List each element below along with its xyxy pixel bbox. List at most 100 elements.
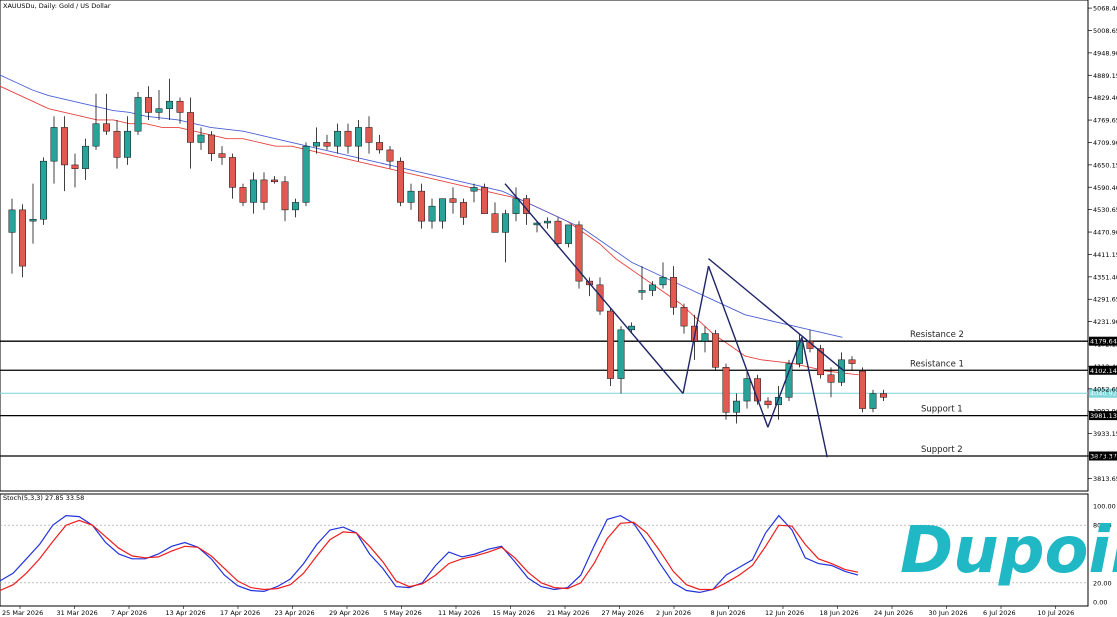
stochastic-oscillator: 100.00 80.00 20.00 0.00: [0, 503, 1116, 607]
candle: [470, 183, 478, 203]
level-label: Support 1: [921, 405, 963, 415]
candle: [176, 97, 184, 124]
candle: [617, 326, 625, 394]
time-tick-label: 23 Apr 2026: [275, 609, 315, 617]
candle: [334, 123, 341, 154]
candle: [428, 198, 436, 229]
level-label: Support 2: [921, 445, 963, 455]
trendline: [707, 265, 769, 428]
candle: [260, 172, 268, 210]
candle: [386, 146, 394, 169]
price-tick-label: 4889.15: [1093, 72, 1117, 80]
price-tick-label: 4530.65: [1093, 206, 1117, 214]
trendlines: [504, 183, 845, 458]
price-tick-label: 4351.40: [1093, 273, 1117, 281]
time-tick-label: 18 Jun 2026: [820, 609, 859, 617]
time-tick-label: 25 Mar 2026: [2, 609, 43, 617]
level-price-tag-text: 4179.64: [1090, 338, 1117, 346]
candle: [271, 176, 278, 184]
price-tick-label: 4052.65: [1093, 385, 1117, 393]
candle: [134, 91, 142, 135]
candle: [817, 344, 824, 379]
indicator-title: Stoch(5,3,3) 27.85 33.58: [3, 494, 84, 502]
price-tick-label: 4590.40: [1093, 184, 1117, 192]
time-tick-label: 11 May 2026: [438, 609, 480, 617]
candle: [19, 204, 26, 278]
time-tick-label: 24 Jun 2026: [874, 609, 913, 617]
candle: [344, 123, 352, 154]
candle: [481, 183, 488, 214]
candle: [124, 116, 131, 165]
price-tick-label: 4411.15: [1093, 251, 1117, 259]
candle: [239, 183, 247, 207]
level-label: Resistance 2: [910, 330, 964, 340]
candle: [449, 187, 457, 214]
candle: [848, 356, 856, 372]
time-tick-label: 10 Jul 2026: [1038, 609, 1075, 617]
stoch-tick-label: 100.00: [1093, 503, 1116, 511]
candle: [365, 116, 373, 154]
candle: [145, 86, 152, 120]
time-tick-label: 27 May 2026: [602, 609, 644, 617]
candle: [649, 281, 656, 297]
time-tick-label: 8 Jun 2026: [711, 609, 746, 617]
price-tick-label: 4172.15: [1093, 341, 1117, 349]
candle: [71, 153, 79, 188]
candle: [250, 172, 257, 214]
level-price-tag: [1089, 336, 1117, 346]
candle: [701, 326, 709, 353]
time-tick-label: 17 Apr 2026: [220, 609, 260, 617]
time-tick-label: 6 Jul 2026: [983, 609, 1016, 617]
candle: [397, 157, 404, 207]
candle: [407, 183, 415, 210]
current-price-tag: [1089, 388, 1117, 398]
time-tick-label: 13 Apr 2026: [166, 609, 206, 617]
candle: [229, 153, 236, 199]
candle: [8, 198, 16, 274]
time-tick-label: 7 Apr 2026: [111, 609, 147, 617]
support-resistance-levels: Resistance 2 4179.64 Resistance 1 4102.14 Su…: [0, 330, 1117, 461]
stoch-tick-label: 80.00: [1093, 522, 1112, 530]
stoch-main-line: [0, 514, 859, 594]
candle: [638, 266, 646, 300]
price-tick-label: 4769.65: [1093, 117, 1117, 125]
candle: [722, 363, 730, 420]
candle: [439, 198, 446, 229]
price-tick-label: 4470.90: [1093, 229, 1117, 237]
price-tick-label: 3992.90: [1093, 408, 1117, 416]
candle: [376, 134, 383, 154]
candle: [166, 78, 173, 120]
time-tick-label: 2 Jun 2026: [656, 609, 691, 617]
time-tick-label: 29 Apr 2026: [329, 609, 369, 617]
time-tick-label: 31 Mar 2026: [57, 609, 98, 617]
candle: [313, 127, 320, 154]
candle: [29, 183, 37, 244]
candle: [218, 146, 226, 165]
candle: [607, 307, 614, 387]
candle: [491, 202, 499, 233]
candle: [460, 198, 467, 225]
indicator-panel: [0, 493, 1089, 607]
candle: [82, 138, 89, 180]
candle: [827, 367, 835, 398]
candle: [197, 127, 205, 150]
time-tick-label: 30 Jun 2026: [929, 609, 968, 617]
time-tick-label: 21 May 2026: [547, 609, 589, 617]
stoch-tick-label: 20.00: [1093, 579, 1112, 587]
candle: [281, 176, 289, 222]
candle: [418, 183, 425, 229]
candle: [880, 389, 887, 402]
price-tick-label: 4112.40: [1093, 363, 1117, 371]
candle: [575, 221, 583, 289]
main-panel: [0, 0, 1089, 492]
level-price-tag: [1089, 411, 1117, 421]
candle: [292, 198, 299, 218]
price-tick-label: 4709.90: [1093, 139, 1117, 147]
level-price-tag: [1089, 451, 1117, 461]
stoch-signal-line: [0, 519, 859, 592]
candle: [659, 262, 667, 289]
time-tick-label: 5 May 2026: [384, 609, 422, 617]
candle: [323, 134, 331, 150]
price-tick-label: 5008.65: [1093, 27, 1117, 35]
